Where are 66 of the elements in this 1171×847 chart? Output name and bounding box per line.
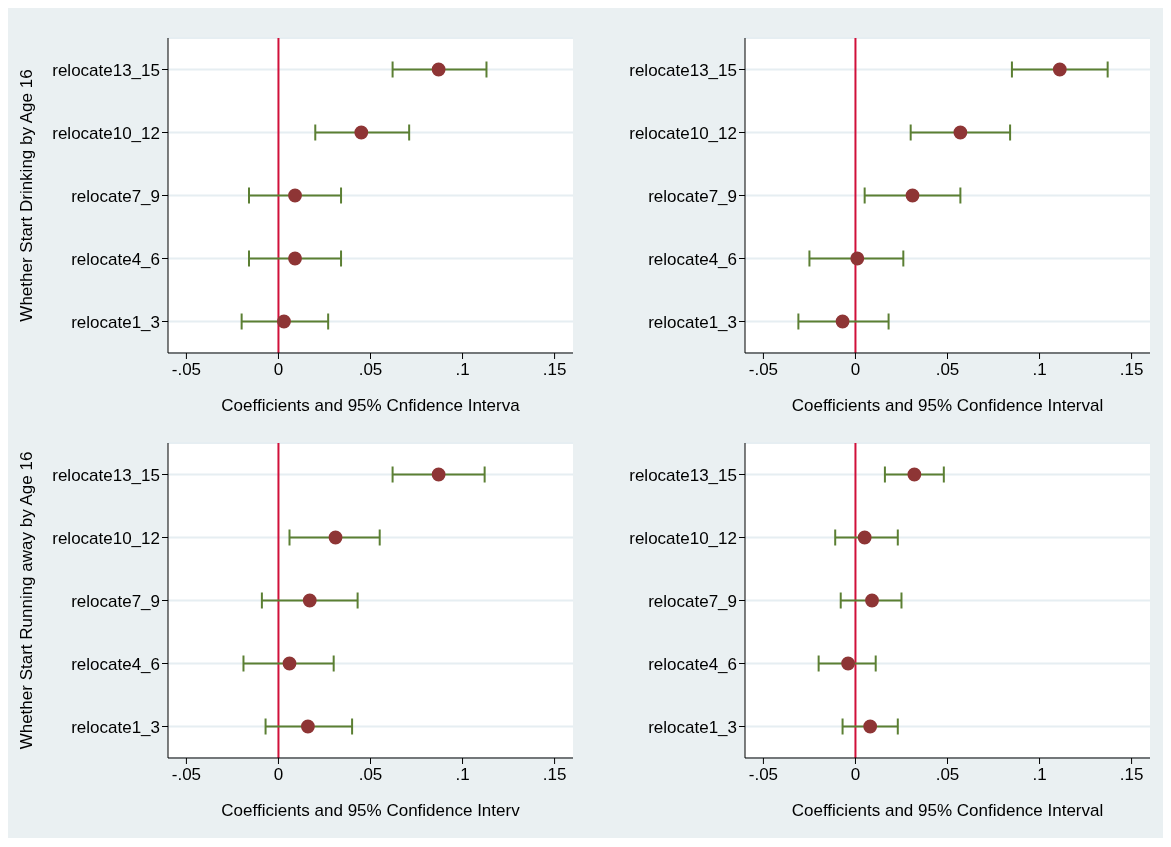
y-tick-label: relocate10_12 bbox=[629, 528, 737, 548]
point bbox=[841, 656, 855, 671]
x-tick-label: .1 bbox=[455, 765, 470, 784]
x-tick-label: .1 bbox=[1032, 360, 1047, 379]
point bbox=[850, 251, 865, 266]
point bbox=[953, 125, 968, 140]
x-axis-title: Coefficients and 95% Confidence Interv bbox=[221, 801, 521, 820]
point bbox=[354, 125, 369, 140]
y-tick-label: relocate4_6 bbox=[648, 249, 737, 269]
y-tick-label: relocate4_6 bbox=[71, 654, 160, 674]
y-tick-label: relocate13_15 bbox=[629, 60, 737, 80]
y-tick-label: relocate1_3 bbox=[648, 312, 737, 332]
x-tick-label: .1 bbox=[455, 360, 470, 379]
point bbox=[905, 188, 920, 203]
x-tick-label: .05 bbox=[358, 765, 383, 784]
y-tick-label: relocate10_12 bbox=[52, 528, 160, 548]
x-tick-label: .15 bbox=[1119, 765, 1144, 784]
y-tick-label: relocate13_15 bbox=[629, 465, 737, 485]
x-tick-label: 0 bbox=[273, 360, 284, 379]
x-axis-title: Coefficients and 95% Confidence Interval bbox=[791, 396, 1104, 415]
y-tick-label: relocate1_3 bbox=[71, 717, 160, 737]
point bbox=[1052, 62, 1067, 77]
point bbox=[431, 62, 446, 77]
x-tick-label: -.05 bbox=[171, 765, 202, 784]
x-axis-title: Coefficients and 95% Cnfidence Interva bbox=[221, 396, 521, 415]
point bbox=[282, 656, 297, 671]
x-tick-label: .05 bbox=[935, 360, 960, 379]
y-tick-label: relocate1_3 bbox=[71, 312, 160, 332]
y-tick-label: relocate13_15 bbox=[52, 60, 160, 80]
x-axis-title: Coefficients and 95% Confidence Interval bbox=[791, 801, 1104, 820]
x-tick-label: .15 bbox=[542, 360, 567, 379]
x-tick-label: .1 bbox=[1032, 765, 1047, 784]
point bbox=[857, 530, 872, 545]
point bbox=[863, 719, 878, 734]
point bbox=[288, 188, 302, 203]
y-axis-title: Whether Start Running away by Age 16 bbox=[17, 451, 37, 750]
y-tick-label: relocate7_9 bbox=[71, 591, 160, 611]
x-tick-label: .05 bbox=[358, 360, 383, 379]
point bbox=[431, 467, 446, 482]
y-tick-label: relocate10_12 bbox=[629, 123, 737, 143]
point bbox=[865, 593, 879, 608]
x-tick-label: 0 bbox=[850, 765, 861, 784]
y-tick-label: relocate7_9 bbox=[648, 591, 737, 611]
point bbox=[835, 314, 850, 329]
x-tick-label: .15 bbox=[542, 765, 567, 784]
point bbox=[288, 251, 302, 266]
y-tick-label: relocate7_9 bbox=[648, 186, 737, 206]
y-tick-label: relocate4_6 bbox=[648, 654, 737, 674]
point bbox=[302, 593, 317, 608]
point bbox=[907, 467, 922, 482]
point bbox=[301, 719, 315, 734]
y-axis-title: Whether Start Drinking by Age 16 bbox=[17, 69, 37, 322]
x-tick-label: -.05 bbox=[748, 765, 779, 784]
x-tick-label: -.05 bbox=[171, 360, 202, 379]
point bbox=[328, 530, 343, 545]
y-tick-label: relocate7_9 bbox=[71, 186, 160, 206]
x-tick-label: .15 bbox=[1119, 360, 1144, 379]
y-tick-label: relocate10_12 bbox=[52, 123, 160, 143]
x-tick-label: 0 bbox=[850, 360, 861, 379]
y-tick-label: relocate1_3 bbox=[648, 717, 737, 737]
y-tick-label: relocate4_6 bbox=[71, 249, 160, 269]
x-tick-label: 0 bbox=[273, 765, 284, 784]
x-tick-label: .05 bbox=[935, 765, 960, 784]
y-tick-label: relocate13_15 bbox=[52, 465, 160, 485]
x-tick-label: -.05 bbox=[748, 360, 779, 379]
point bbox=[277, 314, 291, 329]
